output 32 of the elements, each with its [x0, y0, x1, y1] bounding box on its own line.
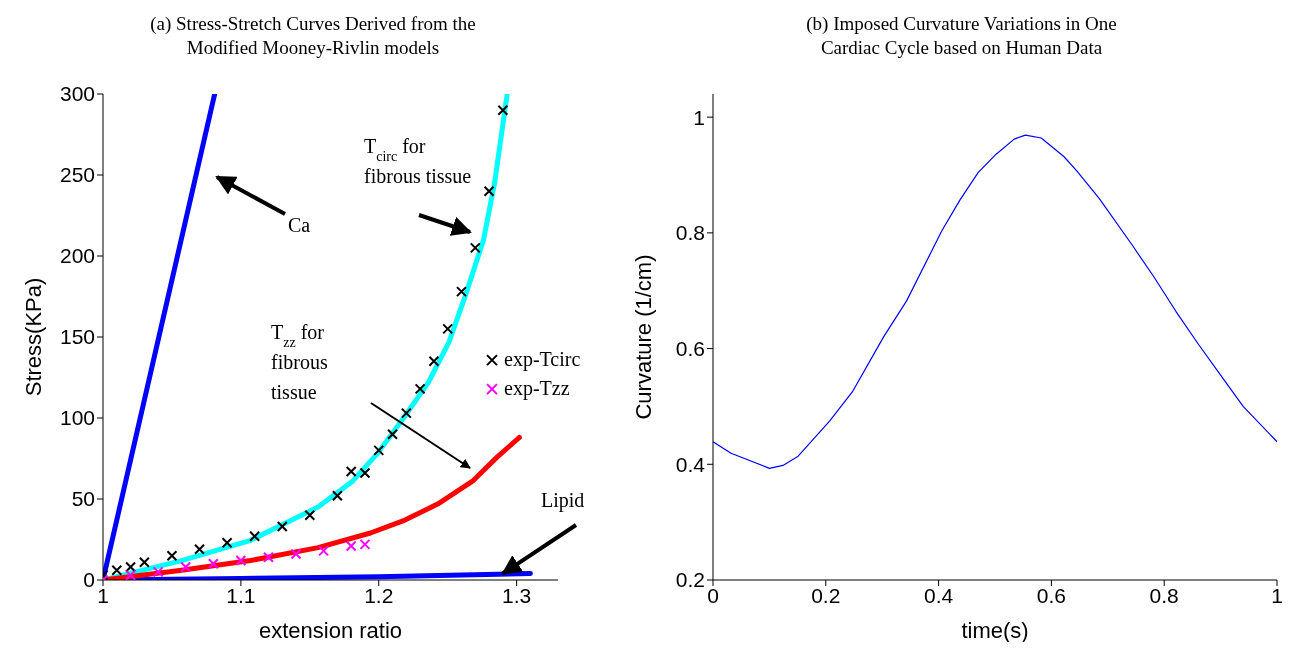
x-axis-title: time(s) [961, 618, 1029, 643]
annotation: T$_{zz}$ for fibrous tissue [271, 321, 328, 403]
y-axis-title: Curvature (1/cm) [631, 254, 656, 420]
y-tick-label: 100 [59, 406, 95, 430]
y-tick-label: 150 [59, 325, 95, 349]
x-tick-label: 1.2 [364, 583, 394, 607]
legend-label: exp-Tzz [504, 377, 570, 401]
y-tick-label: 50 [71, 487, 95, 511]
x-tick-label: 1.3 [502, 583, 532, 607]
y-tick-label: 0.4 [675, 452, 706, 476]
annotation: T$_{circ}$ for fibrous tissue [364, 135, 472, 187]
y-tick-label: 1 [693, 105, 705, 129]
y-tick-label: 0 [83, 568, 95, 592]
y-tick-label: 0.6 [675, 337, 705, 361]
chart-title: (b) Imposed Curvature Variations in One Cardiac Cycle based on Human Data [805, 12, 1118, 60]
x-axis-title: extension ratio [258, 618, 403, 643]
x-tick-label: 0.8 [1149, 583, 1179, 607]
x-tick-label: 0.6 [1036, 583, 1066, 607]
x-tick-label: 1 [1271, 583, 1283, 607]
x-tick-label: 0.4 [924, 583, 954, 607]
annotation: Ca [288, 214, 311, 236]
x-tick-label: 0.2 [811, 583, 841, 607]
y-tick-label: 300 [59, 82, 95, 106]
y-axis-title: Stress(KPa) [21, 277, 46, 397]
x-tick-label: 1.1 [226, 583, 256, 607]
y-tick-label: 0.8 [675, 221, 705, 245]
y-tick-label: 250 [59, 163, 95, 187]
legend-label: exp-Tcirc [504, 348, 581, 372]
y-tick-label: 0.2 [675, 568, 705, 592]
y-tick-label: 200 [59, 244, 95, 268]
chart-title: (a) Stress-Stretch Curves Derived from the Modified Mooney-Rivlin models [149, 12, 477, 60]
annotation: Lipid [541, 489, 585, 512]
